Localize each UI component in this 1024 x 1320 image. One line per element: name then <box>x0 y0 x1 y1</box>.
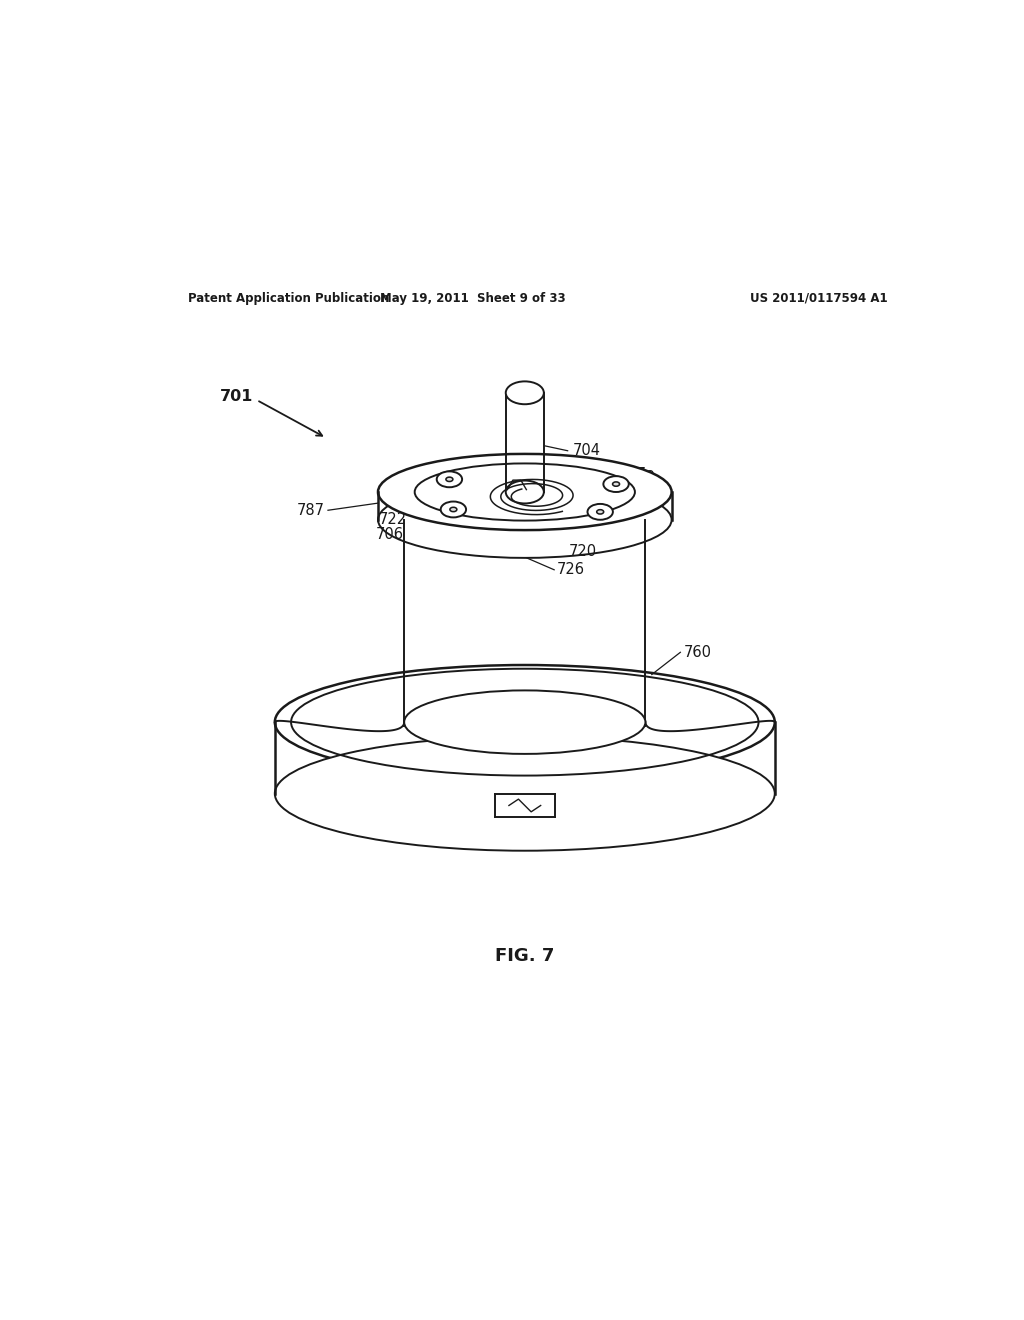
Ellipse shape <box>436 471 462 487</box>
Text: 706: 706 <box>376 527 404 541</box>
Ellipse shape <box>603 477 629 492</box>
Text: Patent Application Publication: Patent Application Publication <box>187 292 389 305</box>
Ellipse shape <box>378 482 672 558</box>
Text: FIG. 7: FIG. 7 <box>496 948 554 965</box>
Ellipse shape <box>597 510 604 513</box>
Text: May 19, 2011  Sheet 9 of 33: May 19, 2011 Sheet 9 of 33 <box>380 292 566 305</box>
Ellipse shape <box>445 477 453 482</box>
Ellipse shape <box>506 381 544 404</box>
Text: 760: 760 <box>684 644 712 660</box>
Ellipse shape <box>440 502 466 517</box>
Ellipse shape <box>274 737 775 850</box>
Text: 720: 720 <box>568 544 597 560</box>
Text: 787: 787 <box>297 503 325 517</box>
Ellipse shape <box>450 507 457 512</box>
Ellipse shape <box>404 690 645 754</box>
Text: US 2011/0117594 A1: US 2011/0117594 A1 <box>750 292 887 305</box>
Ellipse shape <box>415 463 635 520</box>
Text: 701: 701 <box>220 389 253 404</box>
Ellipse shape <box>588 504 613 520</box>
Ellipse shape <box>612 482 620 486</box>
Text: 726: 726 <box>557 562 585 577</box>
Text: 722: 722 <box>379 512 408 527</box>
Text: 787a: 787a <box>618 467 655 482</box>
Ellipse shape <box>506 480 544 503</box>
Ellipse shape <box>274 665 775 779</box>
Ellipse shape <box>378 454 672 531</box>
Text: 704: 704 <box>572 444 600 458</box>
